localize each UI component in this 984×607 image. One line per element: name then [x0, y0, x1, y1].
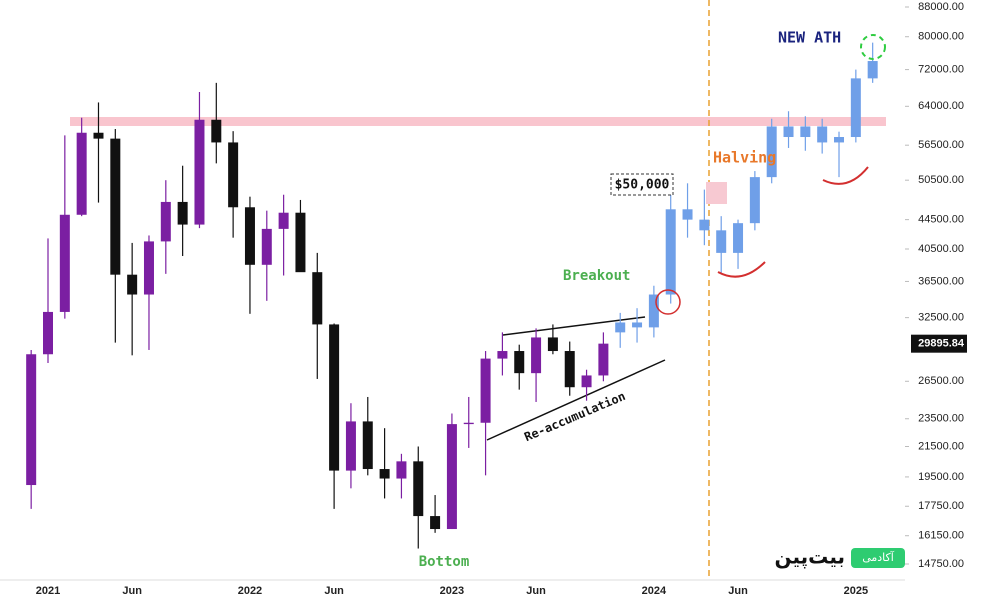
candle-body — [749, 177, 760, 224]
candles — [26, 42, 878, 549]
candle-body — [430, 516, 441, 530]
candle-body — [598, 343, 609, 376]
y-tick-label: 14750.00 — [918, 558, 964, 570]
candle-body — [834, 137, 845, 143]
y-tick-label: 50500.00 — [918, 174, 964, 186]
price-box — [610, 173, 674, 196]
candle-body — [850, 78, 861, 138]
last-price-marker — [911, 334, 967, 353]
y-tick-label: 72000.00 — [918, 63, 964, 75]
y-tick-label: 19500.00 — [918, 471, 964, 483]
y-tick-label: 26500.00 — [918, 375, 964, 387]
candle-body — [446, 424, 457, 530]
y-tick-label: 16150.00 — [918, 530, 964, 542]
x-tick-label: 2023 — [440, 585, 464, 597]
candle-body — [699, 219, 710, 231]
candle-body — [211, 119, 222, 143]
candle-body — [261, 228, 272, 265]
candle-body — [632, 322, 643, 328]
candle-body — [362, 421, 373, 470]
last-price-label: 29895.84 — [918, 338, 965, 350]
candle-body — [143, 241, 154, 295]
y-tick-label: 64000.00 — [918, 100, 964, 112]
y-tick-label: 23500.00 — [918, 413, 964, 425]
y-tick-label: 88000.00 — [918, 1, 964, 13]
candle-body — [278, 212, 289, 229]
candle-body — [783, 126, 794, 138]
x-tick-label: Jun — [122, 585, 142, 597]
candle-body — [497, 351, 508, 359]
candle-body — [160, 201, 171, 242]
y-tick-label: 56500.00 — [918, 139, 964, 151]
annotation: Halving — [713, 149, 776, 167]
candle-body — [329, 324, 340, 471]
candle-body — [194, 119, 205, 225]
x-tick-label: Jun — [728, 585, 748, 597]
candle-body — [463, 422, 474, 425]
candle-body — [766, 126, 777, 178]
candle-body — [76, 132, 87, 215]
candle-body — [733, 223, 744, 253]
watermark-badge — [851, 548, 905, 568]
candle-body — [665, 209, 676, 295]
trendline-lower — [486, 359, 666, 441]
candle-body — [93, 132, 104, 139]
candle-body — [615, 322, 626, 333]
y-tick-label: 36500.00 — [918, 275, 964, 287]
annotation: NEW ATH — [778, 29, 841, 47]
x-tick-label: 2022 — [238, 585, 262, 597]
trendline-upper — [502, 316, 646, 336]
candle-body — [531, 337, 542, 374]
watermark-brand: بیت‌پین — [774, 546, 845, 569]
y-tick-label: 17750.00 — [918, 500, 964, 512]
bottom-arc — [717, 261, 766, 278]
candle-body — [800, 126, 811, 138]
candle-body — [716, 230, 727, 253]
candle-body — [244, 207, 255, 265]
candle-body — [177, 201, 188, 225]
ath-circle — [860, 34, 886, 60]
annotation: $50,000 — [615, 178, 670, 193]
candle-body — [295, 212, 306, 273]
x-tick-label: Jun — [324, 585, 344, 597]
breakout-circle — [655, 289, 681, 315]
x-tick-label: 2024 — [642, 585, 667, 597]
annotation: Bottom — [419, 554, 470, 570]
candle-body — [59, 214, 70, 312]
candle-body — [682, 209, 693, 220]
candle-body — [127, 274, 138, 295]
dip-arc — [822, 166, 869, 185]
candle-body — [648, 294, 659, 328]
candle-body — [345, 421, 356, 471]
y-tick-label: 80000.00 — [918, 31, 964, 43]
y-tick-label: 21500.00 — [918, 440, 964, 452]
candle-body — [514, 351, 525, 374]
halving-box — [706, 182, 727, 204]
x-tick-label: 2021 — [36, 585, 60, 597]
x-tick-label: 2025 — [844, 585, 868, 597]
y-tick-label: 40500.00 — [918, 243, 964, 255]
candle-body — [817, 126, 828, 143]
annotation: Breakout — [563, 268, 630, 284]
candle-body — [110, 138, 121, 275]
candle-body — [228, 142, 239, 208]
candle-body — [312, 272, 323, 325]
candle-body — [26, 354, 37, 486]
y-tick-label: 32500.00 — [918, 312, 964, 324]
candle-body — [867, 61, 878, 79]
candle-body — [413, 461, 424, 517]
watermark-badge-text: آکادمی — [862, 550, 895, 564]
candle-body — [581, 375, 592, 388]
x-tick-label: Jun — [526, 585, 546, 597]
resistance-zone — [70, 117, 886, 126]
candle-body — [564, 351, 575, 388]
candle-body — [480, 358, 491, 423]
candle-body — [396, 461, 407, 479]
candle-body — [379, 469, 390, 479]
candle-body — [547, 337, 558, 352]
candle-body — [43, 311, 53, 355]
y-tick-label: 44500.00 — [918, 214, 964, 226]
